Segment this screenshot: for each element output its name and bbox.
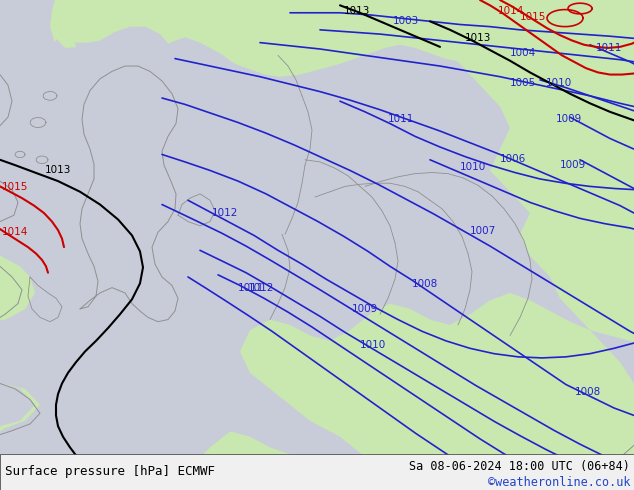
Text: 1014: 1014 [2,227,29,237]
Polygon shape [500,453,634,490]
Text: 1008: 1008 [412,279,438,290]
Text: 1011: 1011 [596,43,623,53]
Text: 1013: 1013 [344,6,370,16]
Text: 1003: 1003 [393,16,419,26]
Text: 1004: 1004 [510,48,536,58]
Text: 1008: 1008 [575,387,601,397]
Bar [0,454,634,490]
Text: 1013: 1013 [465,33,491,43]
Polygon shape [0,0,110,490]
Text: 1009: 1009 [556,114,582,124]
Text: 1013: 1013 [45,166,72,175]
Text: 1006: 1006 [500,154,526,164]
Text: 1015: 1015 [2,182,29,193]
Text: Sa 08-06-2024 18:00 UTC (06+84): Sa 08-06-2024 18:00 UTC (06+84) [409,460,630,473]
Text: 1009: 1009 [352,304,378,314]
Text: 1011: 1011 [238,283,264,293]
Text: 1012: 1012 [248,283,275,293]
Text: 1007: 1007 [470,226,496,236]
Text: 1005: 1005 [510,78,536,88]
Text: 1010: 1010 [360,340,386,350]
Polygon shape [0,256,50,322]
Polygon shape [0,0,200,490]
Polygon shape [0,0,634,77]
Polygon shape [75,26,180,309]
Text: 1010: 1010 [460,162,486,172]
Text: 1014: 1014 [498,6,524,16]
Text: 1012: 1012 [212,208,238,218]
Text: Surface pressure [hPa] ECMWF: Surface pressure [hPa] ECMWF [5,466,215,478]
Text: 1015: 1015 [520,12,547,22]
Text: 1010: 1010 [546,78,573,88]
Text: 1009: 1009 [560,160,586,170]
Text: 1011: 1011 [388,114,415,124]
Text: ©weatheronline.co.uk: ©weatheronline.co.uk [488,475,630,489]
Polygon shape [180,0,634,490]
